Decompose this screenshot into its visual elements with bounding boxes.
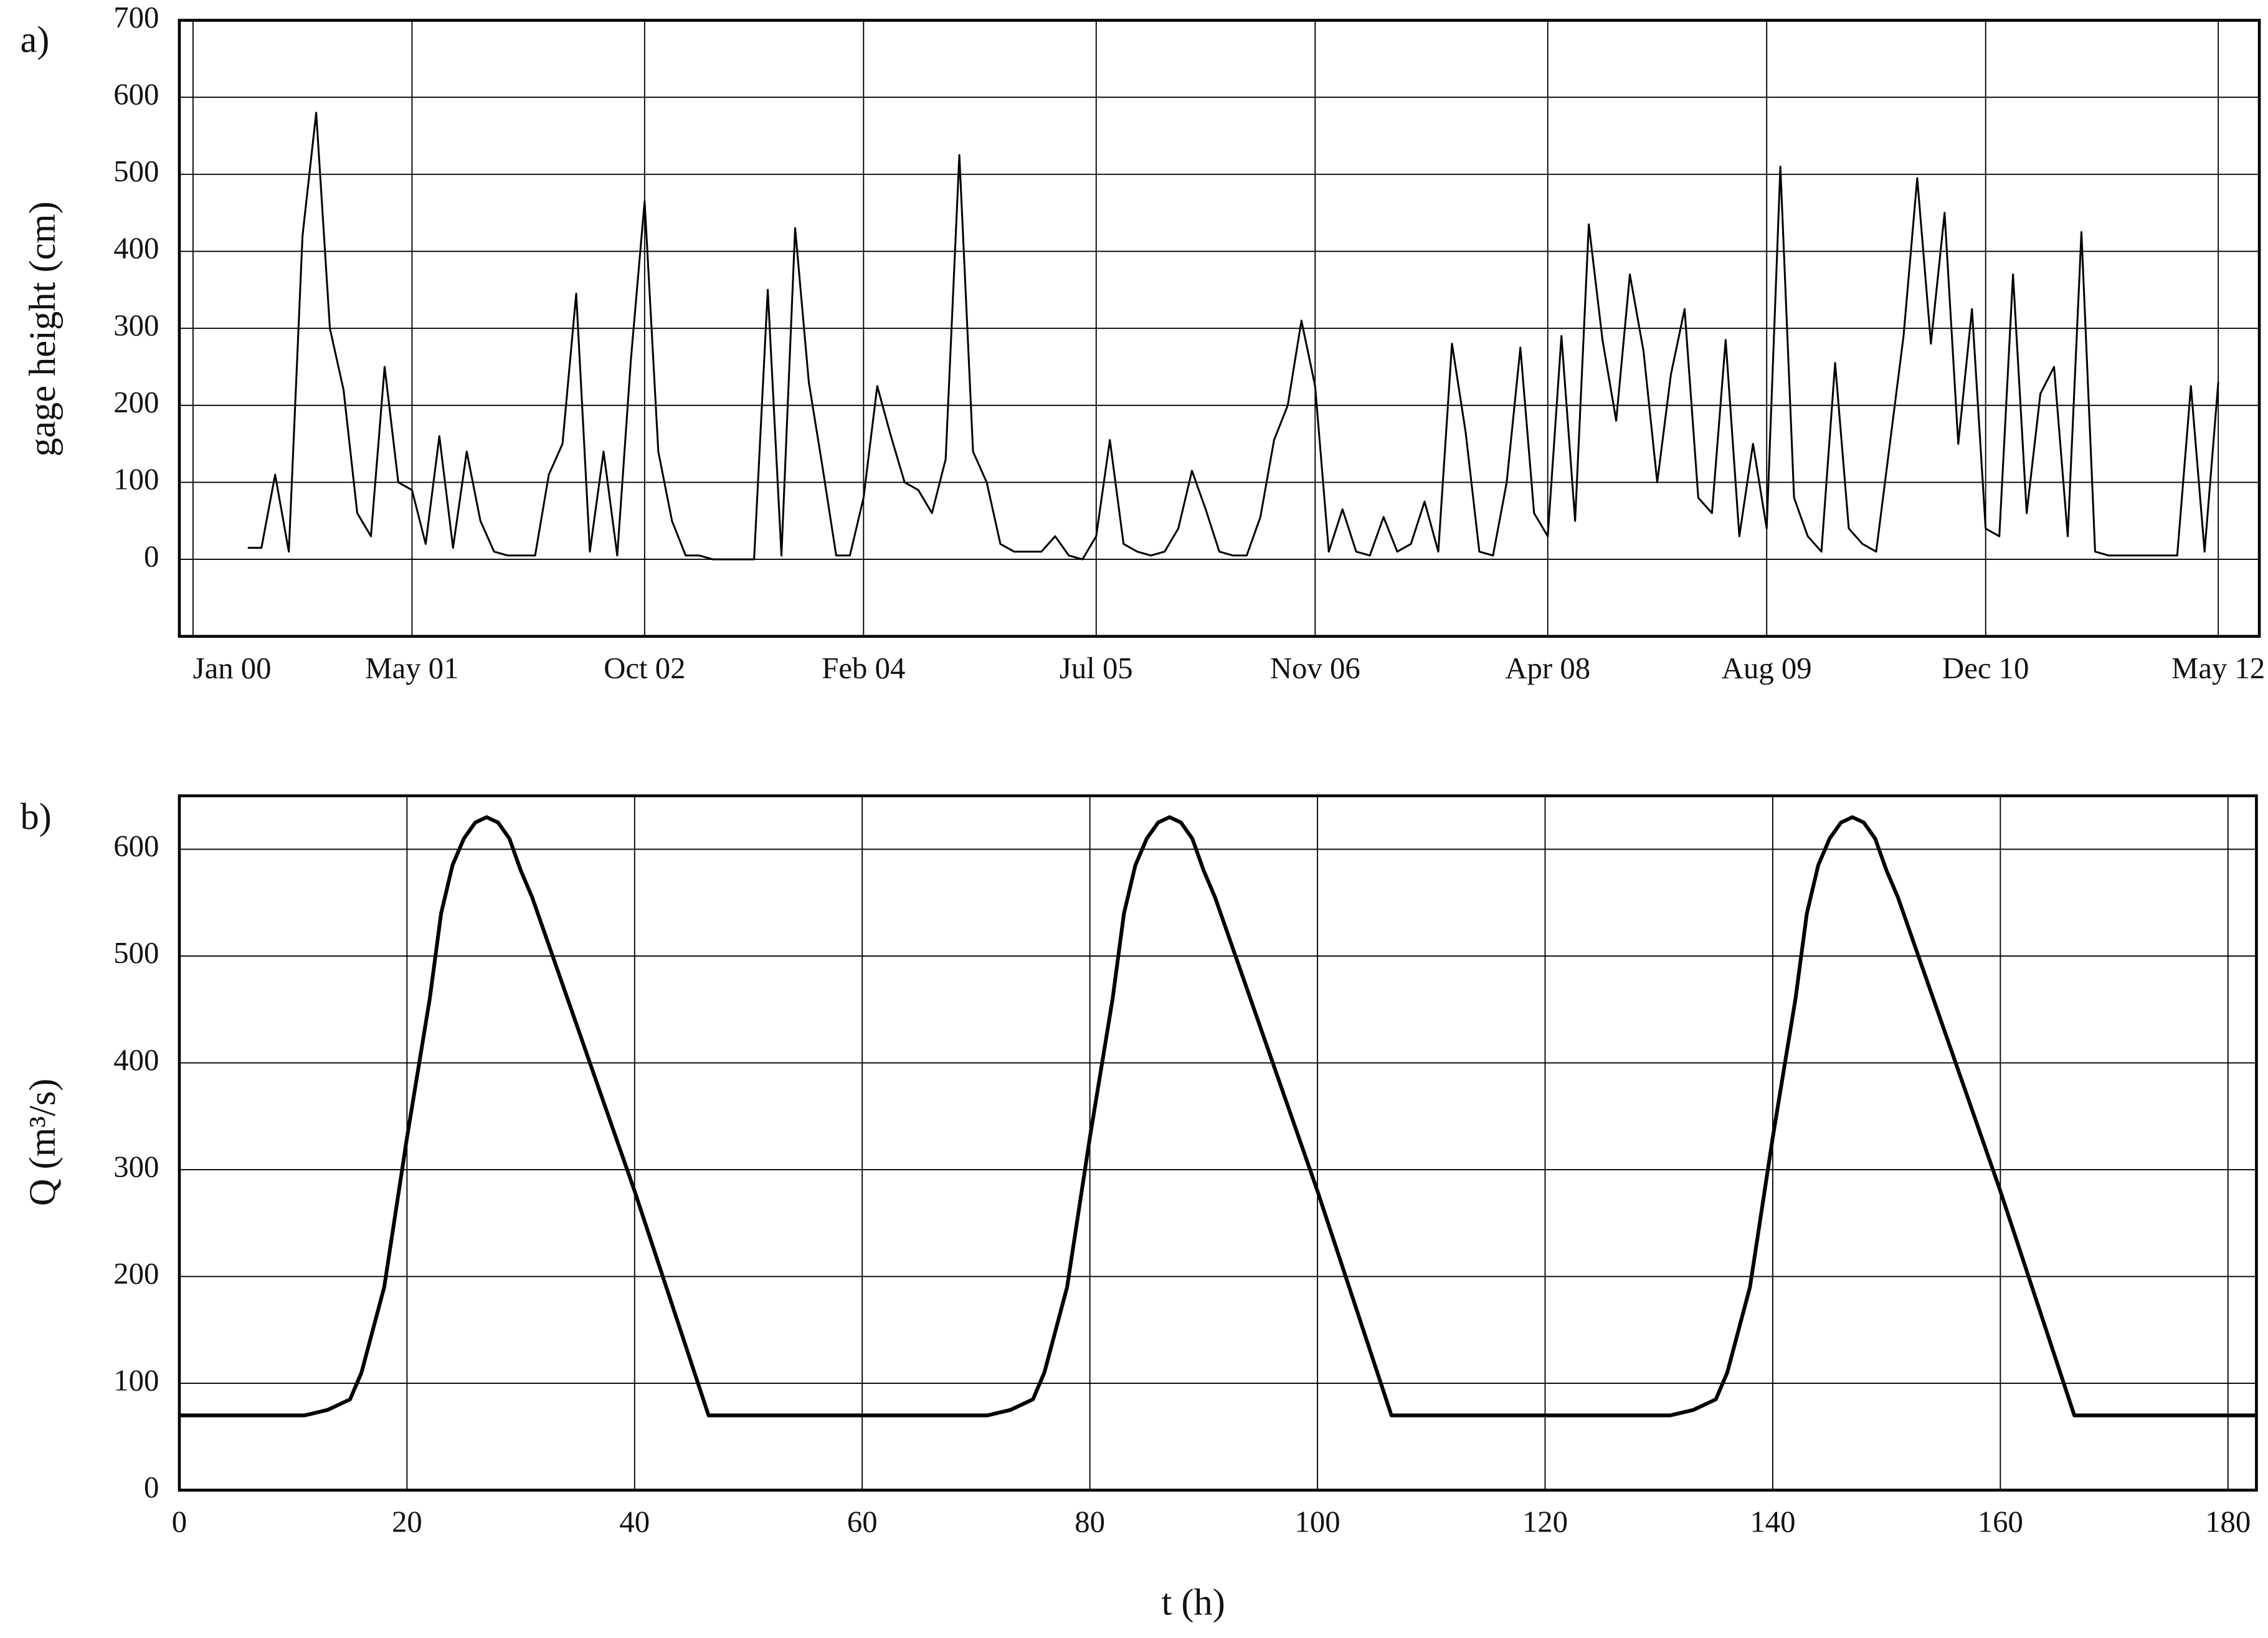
plot-frame bbox=[178, 19, 2261, 638]
y-tick-label: 300 bbox=[113, 1150, 159, 1183]
data-line bbox=[247, 111, 2219, 561]
y-tick-label: 200 bbox=[113, 386, 159, 419]
y-tick-label: 400 bbox=[113, 232, 159, 265]
x-axis-title: t (h) bbox=[1162, 1582, 1225, 1624]
y-tick-label: 300 bbox=[113, 308, 159, 342]
x-tick-label: May 01 bbox=[365, 651, 458, 685]
x-tick-label: 100 bbox=[1294, 1505, 1340, 1539]
x-tick-label: Apr 08 bbox=[1505, 651, 1590, 685]
x-tick-label: Nov 06 bbox=[1270, 651, 1360, 685]
y-tick-label: 400 bbox=[113, 1043, 159, 1077]
x-tick-label: Feb 04 bbox=[822, 651, 905, 685]
x-tick-label: 40 bbox=[619, 1505, 650, 1539]
y-tick-label: 500 bbox=[113, 154, 159, 188]
y-tick-label: 500 bbox=[113, 936, 159, 970]
x-tick-label: Jul 05 bbox=[1060, 651, 1133, 685]
x-tick-label: 160 bbox=[1978, 1505, 2023, 1539]
x-tick-label: Jan 00 bbox=[193, 651, 272, 685]
x-tick-label: Aug 09 bbox=[1722, 651, 1812, 685]
data-line bbox=[179, 815, 2257, 1418]
y-tick-label: 0 bbox=[144, 539, 159, 573]
y-tick-label: 600 bbox=[113, 830, 159, 863]
y-axis-title: gage height (cm) bbox=[22, 201, 64, 457]
x-tick-label: Oct 02 bbox=[604, 651, 685, 685]
x-tick-label: 140 bbox=[1750, 1505, 1795, 1539]
y-tick-label: 100 bbox=[113, 1363, 159, 1397]
y-tick-label: 700 bbox=[113, 1, 159, 34]
x-tick-label: 120 bbox=[1522, 1505, 1568, 1539]
y-tick-label: 0 bbox=[144, 1470, 159, 1504]
x-tick-label: May 12 bbox=[2171, 651, 2265, 685]
x-tick-label: 180 bbox=[2205, 1505, 2251, 1539]
plot-frame bbox=[178, 794, 2258, 1492]
panel-label: b) bbox=[21, 796, 52, 838]
y-axis-title: Q (m³/s) bbox=[22, 1079, 64, 1206]
x-tick-label: 80 bbox=[1075, 1505, 1105, 1539]
y-tick-label: 100 bbox=[113, 463, 159, 496]
y-tick-label: 200 bbox=[113, 1257, 159, 1290]
panel-label: a) bbox=[21, 19, 50, 61]
x-tick-label: 20 bbox=[392, 1505, 422, 1539]
y-tick-label: 600 bbox=[113, 77, 159, 111]
x-tick-label: 0 bbox=[172, 1505, 187, 1539]
x-tick-label: 60 bbox=[847, 1505, 878, 1539]
x-tick-label: Dec 10 bbox=[1942, 651, 2029, 685]
